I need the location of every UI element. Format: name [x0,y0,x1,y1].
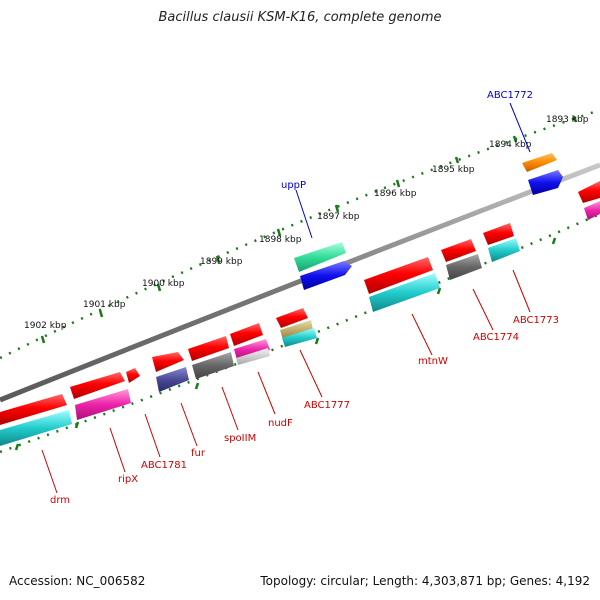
gene-ABC1781 [126,368,140,383]
kbp-label: 1901 kbp [83,300,126,310]
gene-label-ABC1781: ABC1781 [141,460,187,471]
kbp-labels: 1893 kbp 1894 kbp 1895 kbp 1896 kbp 1897… [24,115,589,331]
gene-uppP-protein [300,261,352,290]
gene-ABC1777-protein [280,320,313,340]
gene-label-ABC1772: ABC1772 [487,90,533,101]
gene-labels: ABC1772 uppP ABC1773 ABC1774 mtnW ABC177… [50,90,559,506]
gene-label-mtnW: mtnW [418,356,448,367]
kbp-label: 1899 kbp [200,257,243,267]
gene-ripX-protein [75,389,131,420]
kbp-label: 1896 kbp [374,189,417,199]
gene-fur [152,352,184,372]
major-ticks [14,115,578,451]
gene-ABC1772 [522,153,557,172]
gene-fur-protein [156,367,189,392]
gene-uppP [294,242,346,272]
kbp-label: 1893 kbp [546,115,589,125]
gene-ABC1773 [483,223,514,245]
kbp-label: 1900 kbp [142,279,185,289]
kbp-label: 1895 kbp [432,165,475,175]
gene-label-spoIIM: spoIIM [224,433,256,444]
forward-genes [294,153,600,290]
gene-mtnW [364,257,433,294]
gene-drm [0,394,67,425]
gene-spoIIM [188,336,229,361]
kbp-label: 1894 kbp [489,140,532,150]
kbp-label: 1902 kbp [24,321,67,331]
gene-ripX [70,372,125,399]
gene-ABC1772-protein [528,170,563,195]
gene-label-drm: drm [50,495,70,506]
gene-label-uppP: uppP [281,180,306,191]
gene-ABC1773-protein [488,238,520,262]
gene-ABC1777-protein-b [282,328,317,347]
genome-backbone [0,162,600,403]
gene-label-ABC1774: ABC1774 [473,332,519,343]
gene-nudF-protein-b [236,348,270,365]
gene-label-ABC1777: ABC1777 [304,400,350,411]
kbp-label: 1898 kbp [259,235,302,245]
gene-partial-right-protein [584,201,600,220]
gene-ABC1777 [276,308,308,328]
gene-drm-protein [0,410,72,446]
leader-lines [41,102,531,494]
gene-nudF [230,323,263,346]
gene-label-nudF: nudF [268,418,293,429]
gene-label-ABC1773: ABC1773 [513,315,559,326]
gene-mtnW-protein [369,273,440,312]
gene-label-ripX: ripX [118,474,138,485]
reverse-genes [0,223,520,446]
kbp-label: 1897 kbp [317,212,360,222]
gene-label-fur: fur [191,448,206,459]
map-title: Bacillus clausii KSM-K16, complete genom… [158,10,442,25]
accession-text: Accession: NC_006582 [9,574,146,588]
gene-partial-right [578,181,600,203]
gene-ABC1774-protein [446,254,482,280]
gene-nudF-protein [234,339,270,360]
topology-text: Topology: circular; Length: 4,303,871 bp… [260,574,590,588]
gene-ABC1774 [441,239,476,262]
gene-spoIIM-protein [192,352,234,379]
